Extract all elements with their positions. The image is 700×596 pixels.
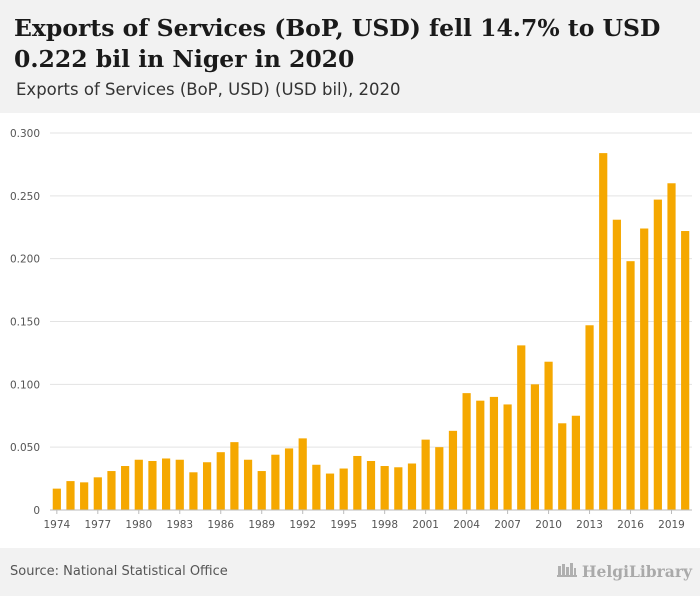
bar [80, 482, 89, 510]
bar [339, 468, 348, 510]
bar [612, 219, 621, 510]
y-tick-label: 0.200 [10, 254, 40, 266]
bar [558, 423, 567, 510]
library-icon [556, 560, 578, 582]
x-tick-label: 1974 [43, 519, 70, 531]
bar [599, 153, 608, 510]
bar [626, 261, 635, 510]
bar [202, 462, 212, 510]
bar [134, 459, 143, 510]
x-tick-label: 1986 [207, 519, 234, 531]
bar [380, 466, 389, 510]
x-tick-label: 1992 [289, 519, 316, 531]
x-tick-label: 2007 [494, 519, 521, 531]
bar [189, 472, 198, 510]
bar [435, 447, 444, 510]
y-tick-label: 0.300 [10, 128, 40, 140]
bar [93, 477, 102, 510]
bar [271, 454, 280, 510]
bar [489, 396, 499, 510]
bar [448, 430, 458, 510]
x-tick-label: 1998 [371, 519, 398, 531]
x-tick-label: 2004 [453, 519, 480, 531]
x-tick-label: 2013 [576, 519, 603, 531]
y-tick-label: 0.250 [10, 191, 40, 203]
bar [640, 228, 649, 511]
bar [544, 361, 553, 510]
x-tick-label: 1983 [166, 519, 193, 531]
bar [667, 183, 676, 510]
bar [257, 471, 266, 510]
bar [366, 460, 376, 510]
x-tick-label: 1977 [84, 519, 111, 531]
bar [530, 384, 540, 510]
y-tick-label: 0.150 [10, 317, 40, 329]
bar [394, 467, 403, 510]
y-tick-label: 0 [33, 505, 40, 517]
bar [230, 442, 239, 510]
brand-logo: HelgiLibrary [556, 560, 692, 582]
bar [421, 439, 430, 510]
bar [407, 463, 417, 510]
bar [216, 452, 225, 510]
bar [298, 438, 307, 510]
bar [66, 481, 75, 510]
bar [503, 404, 512, 510]
chart-subtitle: Exports of Services (BoP, USD) (USD bil)… [16, 80, 401, 99]
bar [121, 466, 130, 510]
chart-area: 0 0.050 0.100 0.150 0.200 0.250 0.300 1974 1977 1… [0, 113, 700, 538]
chart-title: Exports of Services (BoP, USD) fell 14.7… [14, 14, 661, 73]
x-tick-label: 2019 [658, 519, 685, 531]
bar [462, 393, 471, 510]
bar [162, 458, 171, 510]
bar [148, 460, 157, 510]
bar [175, 459, 184, 510]
bar [243, 459, 253, 510]
bar [284, 448, 294, 510]
bar [353, 455, 362, 510]
bar [517, 345, 526, 510]
y-tick-label: 0.050 [10, 442, 40, 454]
x-tick-label: 2010 [535, 519, 562, 531]
bar [312, 464, 321, 510]
x-tick-label: 1989 [248, 519, 275, 531]
bar [52, 488, 61, 510]
bar [653, 199, 662, 510]
brand-name: HelgiLibrary [581, 561, 692, 581]
x-tick-label: 2016 [617, 519, 644, 531]
x-tick-label: 2001 [412, 519, 439, 531]
bar [107, 471, 116, 510]
header: Exports of Services (BoP, USD) fell 14.7… [0, 0, 700, 113]
bar [571, 415, 580, 510]
bar [681, 231, 690, 510]
source-note: Source: National Statistical Office [10, 564, 228, 579]
bar-chart: 0 0.050 0.100 0.150 0.200 0.250 0.300 1974 1977 1… [10, 128, 692, 531]
y-tick-label: 0.100 [10, 379, 40, 391]
x-tick-label: 1980 [125, 519, 152, 531]
footer: Source: National Statistical Office Helg… [0, 548, 700, 596]
x-tick-label: 1995 [330, 519, 357, 531]
bar [325, 473, 335, 510]
bar [476, 400, 485, 510]
bar [585, 325, 594, 510]
